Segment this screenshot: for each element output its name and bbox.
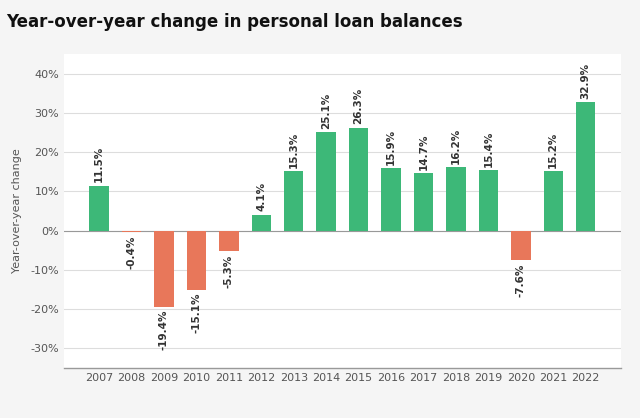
Text: 15.9%: 15.9% [386, 129, 396, 165]
Bar [284, 171, 303, 231]
Text: 15.3%: 15.3% [289, 131, 299, 168]
Text: 32.9%: 32.9% [580, 63, 591, 99]
Bar [252, 214, 271, 231]
Text: 16.2%: 16.2% [451, 128, 461, 164]
Bar [349, 127, 369, 231]
Text: -19.4%: -19.4% [159, 310, 169, 350]
Y-axis label: Year-over-year change: Year-over-year change [12, 149, 22, 273]
Bar [414, 173, 433, 231]
Bar [511, 231, 531, 260]
Bar [90, 186, 109, 231]
Bar [316, 133, 336, 231]
Text: -7.6%: -7.6% [516, 264, 526, 297]
Text: 15.2%: 15.2% [548, 132, 558, 168]
Bar [543, 171, 563, 231]
Bar [479, 171, 498, 231]
Text: 25.1%: 25.1% [321, 93, 331, 129]
Bar [381, 168, 401, 231]
Text: -5.3%: -5.3% [224, 255, 234, 288]
Text: 11.5%: 11.5% [94, 146, 104, 183]
Bar [187, 231, 206, 290]
Bar [122, 231, 141, 232]
Bar [446, 167, 466, 231]
Bar [154, 231, 173, 307]
Text: Year-over-year change in personal loan balances: Year-over-year change in personal loan b… [6, 13, 463, 31]
Text: 4.1%: 4.1% [256, 182, 266, 212]
Bar [219, 231, 239, 252]
Text: -0.4%: -0.4% [127, 235, 136, 269]
Bar [576, 102, 595, 231]
Text: -15.1%: -15.1% [191, 293, 202, 334]
Text: 26.3%: 26.3% [354, 88, 364, 125]
Text: 14.7%: 14.7% [419, 133, 429, 170]
Text: 15.4%: 15.4% [483, 131, 493, 167]
